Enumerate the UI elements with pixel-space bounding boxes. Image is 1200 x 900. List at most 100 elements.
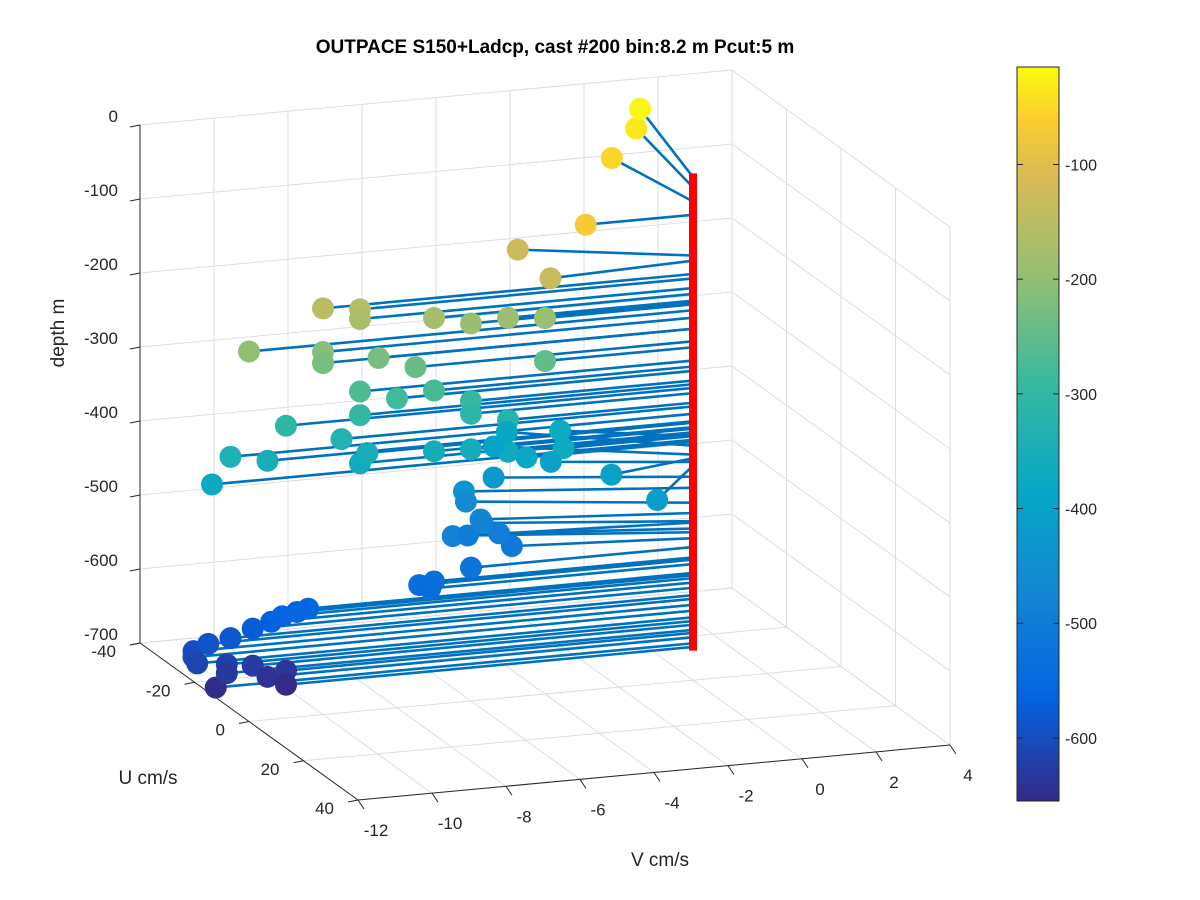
velocity-stick: [510, 536, 695, 548]
y-tick-label: -40: [91, 642, 116, 661]
velocity-stick: [269, 581, 695, 624]
x-axis-label: V cm/s: [631, 850, 689, 871]
side-wall-grid-line: [731, 513, 951, 672]
side-wall-grid-line: [731, 365, 951, 524]
velocity-point: [219, 627, 242, 650]
x-tick-mark: [579, 779, 587, 789]
velocity-point: [460, 402, 482, 425]
velocity-stick: [543, 303, 695, 320]
z-axis-label: depth m: [48, 299, 69, 368]
y-tick-mark: [293, 760, 304, 764]
velocity-point: [625, 117, 648, 140]
velocity-stick: [469, 379, 695, 403]
colorbar-gradient: [1016, 66, 1060, 802]
z-tick-label: -700: [84, 625, 118, 644]
x-tick-mark: [727, 765, 735, 775]
x-tick-mark: [801, 758, 809, 769]
velocity-stick: [207, 597, 695, 646]
velocity-stick: [266, 636, 695, 679]
z-tick-mark: [129, 124, 141, 128]
velocity-stick: [432, 365, 695, 392]
x-tick-label: 2: [889, 773, 898, 792]
velocity-stick: [284, 631, 695, 673]
velocity-stick: [634, 127, 695, 189]
x-tick-label: -4: [664, 794, 679, 813]
back-wall-grid-line: [139, 143, 733, 200]
colorbar-tick-label: -400: [1065, 502, 1097, 519]
colorbar-tick-label: -600: [1065, 731, 1097, 748]
floor-grid-line: [303, 705, 896, 762]
x-tick-label: -2: [738, 787, 753, 806]
colorbar-tick-label: -500: [1065, 616, 1097, 633]
velocity-point: [423, 307, 445, 330]
velocity-point: [549, 419, 572, 442]
velocity-point: [539, 450, 562, 473]
y-tick-mark: [347, 799, 359, 803]
z-tick-mark: [129, 568, 141, 572]
velocity-point: [367, 346, 390, 369]
z-tick-label: -300: [84, 329, 118, 348]
z-tick-mark: [129, 642, 141, 646]
velocity-stick: [516, 248, 695, 257]
velocity-stick: [479, 511, 695, 521]
velocity-stick: [192, 609, 695, 659]
velocity-stick: [306, 571, 695, 611]
x-tick-label: 0: [815, 780, 824, 799]
velocity-point: [349, 404, 371, 427]
velocity-stick: [469, 545, 695, 569]
velocity-stick: [321, 316, 695, 354]
x-tick-mark: [357, 799, 365, 810]
velocity-point: [312, 352, 334, 375]
velocity-point: [356, 441, 379, 464]
velocity-stick: [195, 616, 695, 665]
side-wall-grid-line: [731, 69, 951, 228]
z-tick-label: -600: [84, 551, 118, 570]
velocity-point: [349, 380, 371, 403]
velocity-stick: [492, 475, 695, 479]
velocity-sticks: [192, 107, 695, 689]
velocity-point: [423, 440, 445, 463]
velocity-point: [197, 632, 220, 655]
velocity-stick: [358, 277, 695, 311]
side-wall-grid-line: [731, 217, 951, 376]
velocity-stick: [358, 359, 695, 393]
velocity-stick: [505, 430, 695, 447]
back-wall-grid-line: [139, 69, 733, 126]
velocity-point: [600, 147, 623, 170]
x-tick-label: -10: [438, 814, 463, 833]
velocity-stick: [584, 213, 695, 227]
velocity-point: [515, 446, 538, 469]
x-tick-mark: [949, 744, 957, 755]
velocity-point: [454, 490, 477, 513]
velocity-stick: [481, 519, 695, 525]
velocity-stick: [497, 527, 695, 535]
y-tick-label: 20: [261, 760, 280, 779]
velocity-point: [219, 445, 242, 468]
velocity-stick: [280, 576, 695, 618]
velocity-stick: [284, 645, 695, 687]
side-wall-grid-line: [731, 143, 951, 302]
velocity-point: [534, 350, 556, 372]
velocity-point: [423, 570, 445, 593]
x-tick-label: 4: [963, 766, 972, 785]
velocity-point: [297, 597, 320, 620]
velocity-stick: [366, 421, 695, 455]
floor-grid-line: [248, 666, 842, 722]
z-tick-mark: [129, 272, 141, 276]
velocity-stick: [638, 107, 695, 179]
velocity-stick: [610, 156, 695, 203]
velocity-point: [460, 312, 482, 335]
velocity-stick: [558, 429, 695, 438]
velocity-point: [646, 489, 669, 511]
velocity-point: [460, 556, 482, 579]
velocity-stick: [395, 369, 695, 400]
colorbar-tick-label: -100: [1065, 157, 1097, 174]
colorbar-tick-label: -300: [1065, 387, 1097, 404]
x-tick-mark: [505, 785, 513, 796]
velocity-point: [312, 297, 334, 320]
velocity-point: [506, 238, 529, 261]
x-tick-label: -6: [590, 800, 605, 819]
velocity-point: [256, 665, 279, 688]
velocity-point: [186, 652, 209, 675]
velocity-point: [456, 524, 479, 547]
